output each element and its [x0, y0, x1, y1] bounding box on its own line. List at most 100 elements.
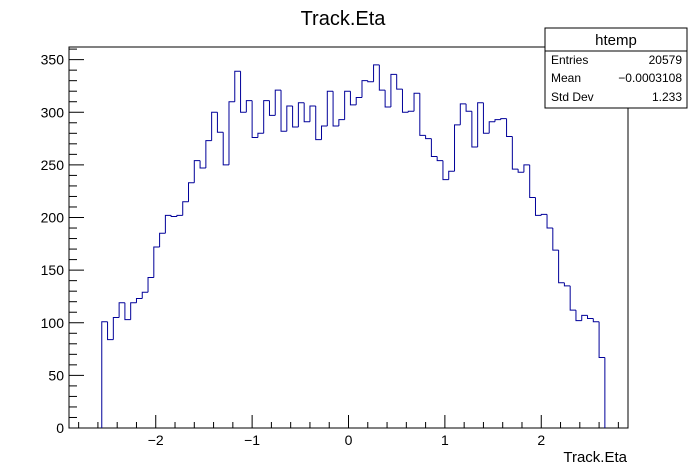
histogram-bin — [274, 89, 282, 116]
histogram-bin — [563, 282, 571, 287]
stats-mean-label: Mean — [551, 71, 581, 85]
histogram-bin — [355, 97, 362, 105]
histogram-bin — [188, 182, 195, 202]
stats-stddev-label: Std Dev — [551, 90, 594, 104]
histogram-bin — [245, 100, 253, 113]
histogram-bin — [216, 112, 224, 133]
histogram-bin — [477, 102, 484, 147]
histogram-bin — [534, 197, 542, 216]
histogram-bin — [303, 102, 310, 123]
histogram-bin — [321, 125, 328, 140]
histogram-bin — [280, 90, 287, 132]
stats-mean-value: −0.0003108 — [618, 71, 682, 85]
histogram-bin — [153, 246, 160, 278]
y-tick-label: 100 — [41, 315, 65, 331]
histogram-bin — [442, 160, 449, 181]
histogram-bin — [211, 111, 218, 141]
histogram-bin — [193, 160, 201, 183]
histogram-bin — [309, 105, 316, 122]
histogram-bin — [338, 119, 345, 126]
histogram-bin — [390, 73, 397, 107]
histogram-bin — [297, 102, 305, 127]
y-tick-label: 150 — [41, 262, 65, 278]
histogram-bin — [170, 215, 177, 217]
histogram-bin — [332, 91, 339, 127]
histogram-bin — [263, 100, 270, 134]
histogram-bin — [164, 214, 172, 234]
histogram-bin — [592, 318, 600, 323]
histogram-bin — [147, 276, 154, 293]
stats-stddev-value: 1.233 — [652, 90, 682, 104]
x-tick-label: −2 — [148, 432, 164, 448]
stats-entries-label: Entries — [551, 53, 588, 67]
x-tick-label: 2 — [537, 432, 545, 448]
histogram-bin — [373, 64, 380, 82]
histogram-bin — [228, 101, 235, 165]
histogram-bin — [430, 138, 438, 157]
histogram-bin — [448, 170, 455, 180]
histogram-bin — [135, 298, 143, 303]
y-tick-label: 0 — [56, 420, 64, 436]
histogram-bin — [124, 302, 131, 321]
histogram-bin — [529, 164, 536, 199]
histogram-bin — [471, 111, 478, 148]
histogram-bars — [101, 64, 606, 428]
y-tick-label: 200 — [41, 210, 65, 226]
histogram-bin — [546, 214, 553, 229]
histogram-bin — [199, 160, 206, 169]
histogram-bin — [222, 132, 229, 166]
histogram-bin — [205, 140, 212, 169]
chart-title: Track.Eta — [301, 8, 387, 30]
histogram-bin — [419, 93, 426, 136]
histogram-bin — [587, 315, 594, 320]
plot-frame — [68, 46, 629, 429]
histogram-bin — [182, 201, 189, 216]
histogram-bin — [107, 321, 114, 341]
histogram-bin — [118, 302, 125, 318]
stats-box-frame — [544, 27, 688, 109]
histogram-bin — [506, 118, 513, 137]
histogram-bin — [292, 105, 299, 128]
histogram-bin — [598, 321, 605, 358]
x-tick-label: 0 — [345, 432, 353, 448]
histogram-bin — [465, 103, 472, 112]
histogram-bin — [130, 302, 137, 320]
histogram-bin — [488, 121, 495, 134]
histogram-bin — [459, 103, 467, 125]
x-axis-label: Track.Eta — [563, 449, 627, 466]
histogram-bin — [257, 132, 264, 138]
histogram-bin — [407, 110, 415, 113]
histogram-bin — [413, 92, 420, 112]
histogram-bin — [511, 136, 519, 170]
stats-title: htemp — [595, 32, 637, 49]
histogram-bin — [552, 228, 559, 251]
histogram-bin — [425, 135, 432, 140]
histogram-bin — [482, 102, 490, 134]
histogram-bin — [101, 321, 108, 428]
histogram-bin — [367, 80, 374, 83]
y-tick-label: 350 — [41, 52, 65, 68]
histogram-bin — [523, 164, 530, 173]
histogram-bin — [558, 250, 565, 284]
histogram-bin — [384, 90, 391, 108]
histogram-bin — [349, 91, 357, 106]
histogram-bin — [251, 100, 258, 139]
histogram-bin — [540, 213, 548, 216]
histogram-bin — [500, 118, 507, 120]
histogram-bin — [436, 156, 443, 162]
x-tick-label: −1 — [244, 432, 260, 448]
histogram-bin — [141, 291, 149, 299]
histogram-bin — [378, 64, 386, 91]
stats-box: htemp Entries 20579 Mean −0.0003108 Std … — [544, 27, 688, 109]
histogram-bin — [315, 105, 322, 141]
y-tick-label: 250 — [41, 157, 65, 173]
histogram-bin — [286, 105, 293, 132]
stats-entries-value: 20579 — [649, 53, 683, 67]
histogram-bin — [517, 169, 524, 173]
axes: −2 −1 0 1 2 0 50 100 150 200 250 300 350 — [41, 48, 619, 448]
histogram-bin — [569, 285, 576, 311]
histogram-bin — [112, 316, 120, 340]
histogram-bin — [454, 124, 461, 172]
